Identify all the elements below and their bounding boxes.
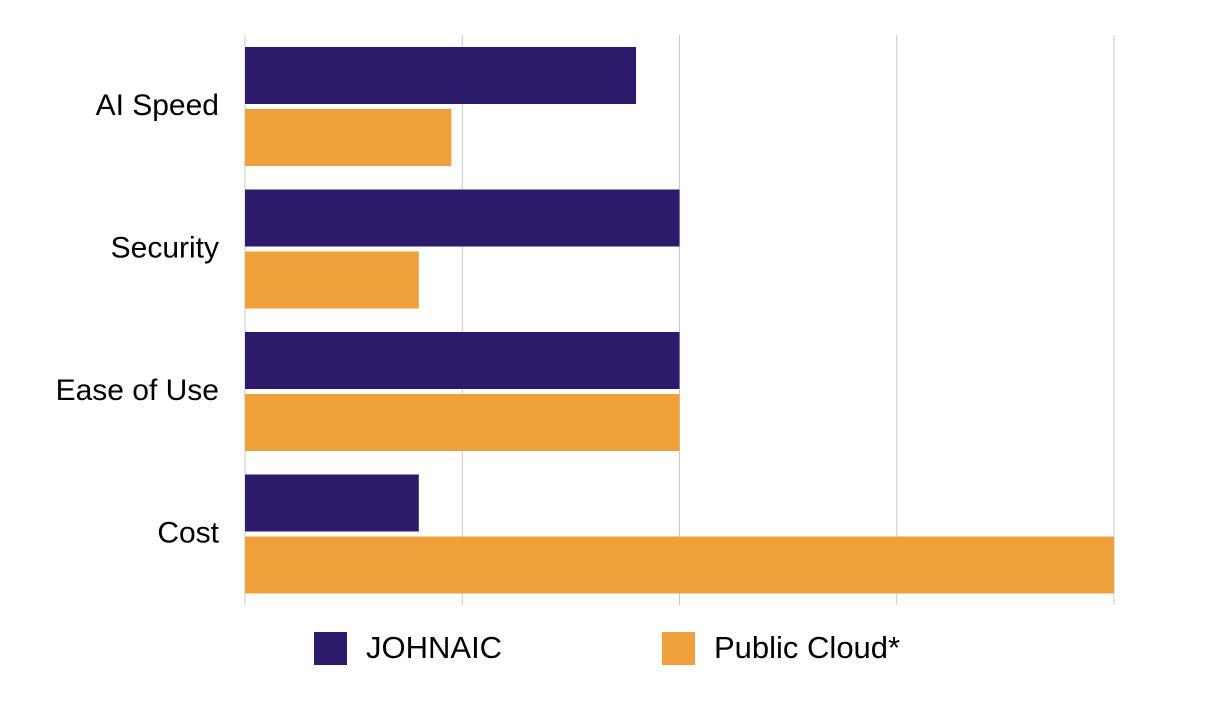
legend-label-public-cloud: Public Cloud* — [714, 630, 901, 665]
bar-security-johnaic — [245, 189, 680, 247]
legend-swatch-johnaic — [314, 631, 347, 665]
bar-ease-of-use-johnaic — [245, 332, 680, 389]
bar-security-public-cloud — [245, 251, 419, 309]
bar-ai-speed-johnaic — [245, 47, 637, 104]
category-label-ai-speed: AI Speed — [96, 89, 219, 122]
category-label-security: Security — [111, 232, 219, 265]
category-label-ease-of-use: Ease of Use — [56, 374, 219, 407]
chart-legend: JOHNAIC Public Cloud* — [0, 620, 1230, 680]
bar-cost-public-cloud — [245, 536, 1114, 594]
bar-cost-johnaic — [245, 474, 419, 532]
legend-item-public-cloud: Public Cloud* — [662, 630, 900, 666]
legend-swatch-public-cloud — [662, 631, 695, 665]
bar-ai-speed-public-cloud — [245, 109, 452, 166]
legend-item-johnaic: JOHNAIC — [314, 630, 502, 666]
category-label-cost: Cost — [157, 517, 219, 550]
bar-ease-of-use-public-cloud — [245, 394, 680, 451]
legend-label-johnaic: JOHNAIC — [366, 630, 503, 665]
chart-canvas: AI Speed Security Ease of Use Cost — [56, 35, 1115, 605]
